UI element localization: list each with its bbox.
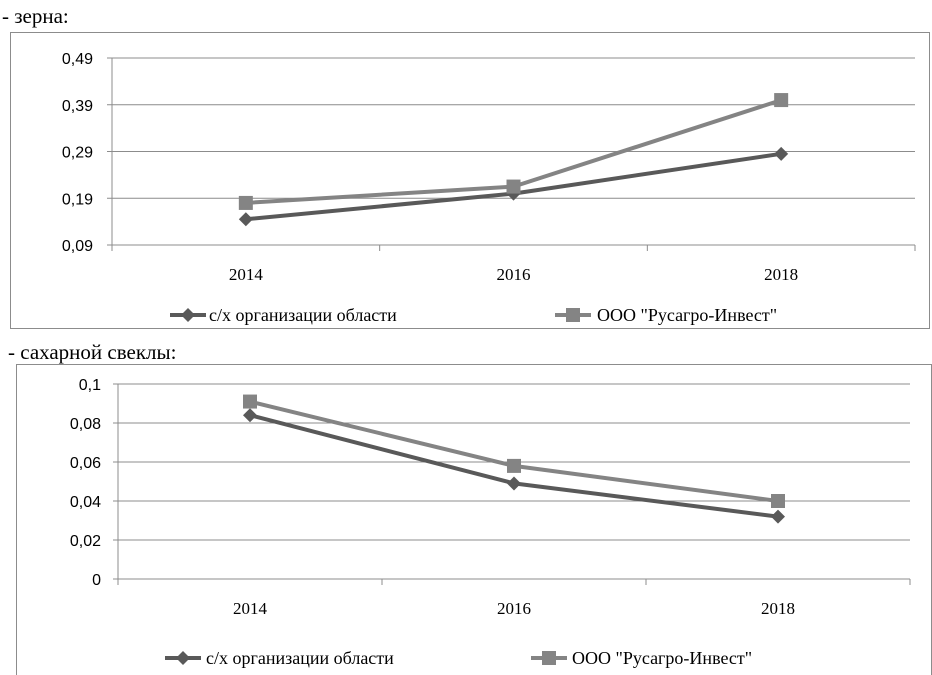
sugar-beet-legend-2-marker — [542, 651, 556, 665]
sugar-beet-x-tick-label: 2014 — [233, 599, 268, 618]
sugar-beet-legend-1-label: с/х организации области — [206, 648, 394, 668]
sugar-beet-y-tick-label: 0,1 — [79, 377, 101, 394]
grain-legend-2-marker — [566, 308, 580, 322]
grain-chart-frame — [10, 32, 930, 329]
grain-legend-1-marker — [181, 308, 195, 322]
sugar-beet-y-tick-label: 0,04 — [70, 494, 101, 511]
sugar-beet-series-1-point — [771, 509, 785, 524]
grain-series-1-point — [238, 212, 253, 227]
grain-series-2-point — [238, 195, 253, 210]
sugar-beet-y-tick-label: 0,08 — [70, 416, 101, 433]
grain-y-tick-label: 0,39 — [62, 98, 93, 115]
grain-y-tick-label: 0,09 — [62, 238, 93, 255]
sugar-beet-series-1-point — [243, 408, 257, 423]
grain-heading: - зерна: — [2, 4, 69, 28]
sugar-beet-y-tick-label: 0 — [92, 572, 101, 589]
sugar-beet-series-2-point — [243, 394, 257, 409]
grain-x-tick-label: 2018 — [764, 265, 798, 284]
sugar-beet-y-tick-label: 0,02 — [70, 533, 101, 550]
grain-series-2-point — [774, 93, 789, 108]
grain-x-tick-label: 2016 — [497, 265, 531, 284]
grain-legend-1-label: с/х организации области — [209, 305, 397, 325]
sugar-beet-series-1-point — [507, 476, 521, 491]
grain-x-tick-label: 2014 — [229, 265, 264, 284]
sugar-beet-legend-1-marker — [176, 651, 190, 665]
grain-legend-2-label: ООО "Русагро-Инвест" — [597, 305, 777, 325]
sugar-beet-x-tick-label: 2016 — [497, 599, 531, 618]
grain-y-tick-label: 0,49 — [62, 51, 93, 68]
sugar-beet-heading: - сахарной свеклы: — [8, 340, 177, 364]
sugar-beet-y-tick-label: 0,06 — [70, 455, 101, 472]
grain-series-1-point — [774, 146, 789, 161]
sugar-beet-legend-2-label: ООО "Русагро-Инвест" — [572, 648, 752, 668]
grain-y-tick-label: 0,29 — [62, 145, 93, 162]
sugar-beet-x-tick-label: 2018 — [761, 599, 795, 618]
sugar-beet-series-2-point — [507, 458, 521, 473]
sugar-beet-series-2-point — [771, 494, 785, 508]
grain-series-2-point — [506, 179, 521, 194]
grain-y-tick-label: 0,19 — [62, 191, 93, 208]
